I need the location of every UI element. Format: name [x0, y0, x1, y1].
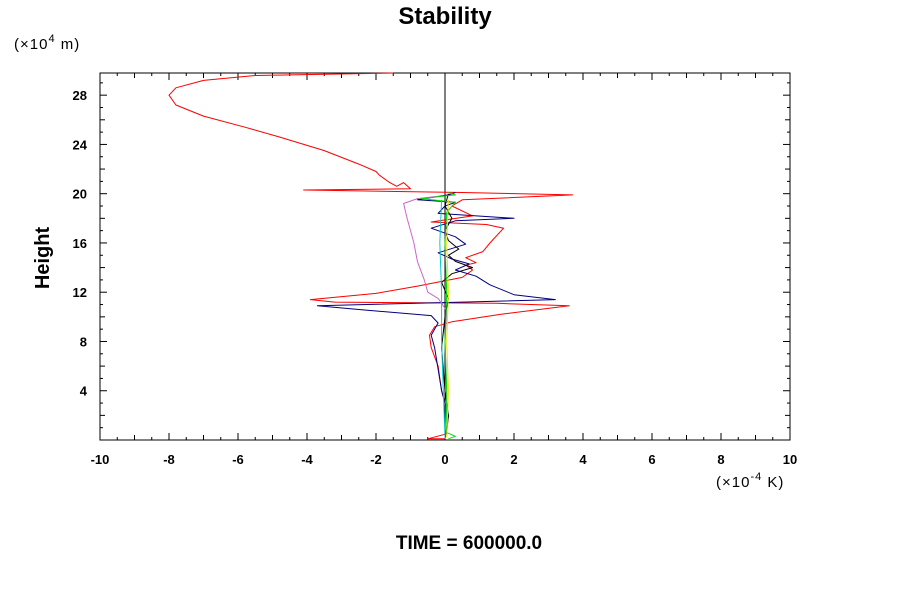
x-tick-label: 8: [717, 452, 724, 467]
series-line-5: [420, 192, 456, 440]
y-unit-suffix: m): [56, 36, 81, 53]
x-tick-label: -4: [301, 452, 313, 467]
x-tick-label: -2: [370, 452, 382, 467]
y-unit-exp: 4: [48, 33, 55, 45]
series-line-1: [168, 72, 574, 440]
y-unit-label: (×104 m): [14, 33, 80, 53]
x-unit-label: (×10-4 K): [716, 471, 784, 491]
x-tick-label: 4: [579, 452, 587, 467]
time-label: TIME = 600000.0: [396, 533, 542, 554]
y-tick-label: 4: [80, 384, 88, 399]
y-tick-label: 12: [73, 285, 87, 300]
x-tick-label: 10: [783, 452, 797, 467]
y-tick-label: 28: [73, 88, 87, 103]
series-line-7: [446, 199, 449, 438]
chart-title: Stability: [398, 3, 492, 30]
x-unit-suffix: K): [762, 474, 784, 491]
y-tick-label: 8: [80, 334, 87, 349]
x-tick-label: 2: [510, 452, 517, 467]
x-tick-label: -10: [91, 452, 110, 467]
x-unit-exp: -4: [750, 471, 762, 483]
series-group: [168, 72, 574, 440]
y-tick-label: 16: [73, 236, 87, 251]
x-tick-label: 6: [648, 452, 655, 467]
x-unit-base: (×10: [716, 474, 750, 491]
y-tick-label: 24: [73, 137, 88, 152]
x-tick-label: 0: [441, 452, 448, 467]
y-axis-label: Height: [32, 227, 54, 290]
y-unit-base: (×10: [14, 36, 48, 53]
x-tick-label: -8: [163, 452, 175, 467]
series-line-6: [439, 199, 446, 438]
series-line-2: [316, 192, 556, 439]
x-tick-label: -6: [232, 452, 244, 467]
y-tick-label: 20: [73, 187, 87, 202]
